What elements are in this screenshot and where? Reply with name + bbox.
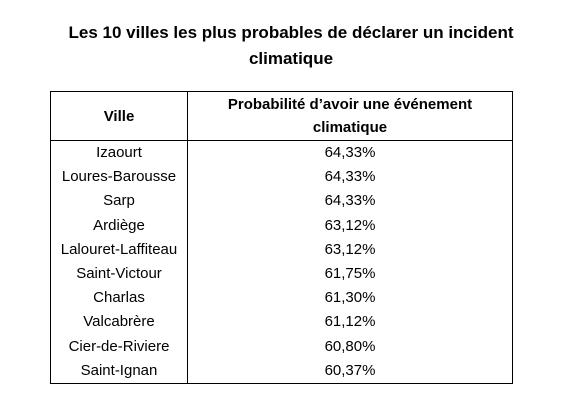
table-row: Saint-Ignan 60,37%	[50, 358, 513, 384]
cell-probabilite: 61,75%	[187, 261, 513, 287]
cell-ville: Lalouret-Laffiteau	[50, 237, 188, 262]
table-row: Lalouret-Laffiteau 63,12%	[50, 237, 513, 262]
cell-probabilite: 63,12%	[187, 237, 513, 262]
table-row: Valcabrère 61,12%	[50, 310, 513, 335]
table-row: Cier-de-Riviere 60,80%	[50, 334, 513, 359]
cell-ville: Cier-de-Riviere	[50, 334, 188, 359]
table-row: Ardiège 63,12%	[50, 213, 513, 238]
header-ville: Ville	[50, 91, 188, 141]
cell-probabilite: 64,33%	[187, 165, 513, 190]
table-header-row: Ville Probabilité d’avoir une événement …	[50, 91, 513, 141]
cell-probabilite: 64,33%	[187, 140, 513, 166]
cell-ville: Ardiège	[50, 213, 188, 238]
cell-ville: Saint-Victour	[50, 261, 188, 287]
table-row: Charlas 61,30%	[50, 286, 513, 311]
page-title: Les 10 villes les plus probables de décl…	[0, 20, 570, 72]
cell-probabilite: 63,12%	[187, 213, 513, 238]
cities-probability-table: Ville Probabilité d’avoir une événement …	[50, 91, 513, 384]
cell-probabilite: 64,33%	[187, 189, 513, 214]
table-row: Loures-Barousse 64,33%	[50, 165, 513, 190]
header-probabilite-line-2: climatique	[312, 119, 388, 136]
title-line-2: climatique	[248, 49, 334, 68]
cell-probabilite: 61,30%	[187, 286, 513, 311]
cell-ville: Valcabrère	[50, 310, 188, 335]
cell-ville: Izaourt	[50, 140, 188, 166]
table-row: Sarp 64,33%	[50, 189, 513, 214]
header-probabilite: Probabilité d’avoir une événement climat…	[187, 91, 513, 141]
cell-probabilite: 60,80%	[187, 334, 513, 359]
cell-ville: Saint-Ignan	[50, 358, 188, 384]
cell-ville: Charlas	[50, 286, 188, 311]
title-line-1: Les 10 villes les plus probables de décl…	[68, 23, 514, 42]
cell-probabilite: 60,37%	[187, 358, 513, 384]
cell-ville: Loures-Barousse	[50, 165, 188, 190]
cell-probabilite: 61,12%	[187, 310, 513, 335]
table-row: Izaourt 64,33%	[50, 140, 513, 166]
header-probabilite-line-1: Probabilité d’avoir une événement	[227, 96, 473, 113]
cell-ville: Sarp	[50, 189, 188, 214]
table-row: Saint-Victour 61,75%	[50, 261, 513, 287]
